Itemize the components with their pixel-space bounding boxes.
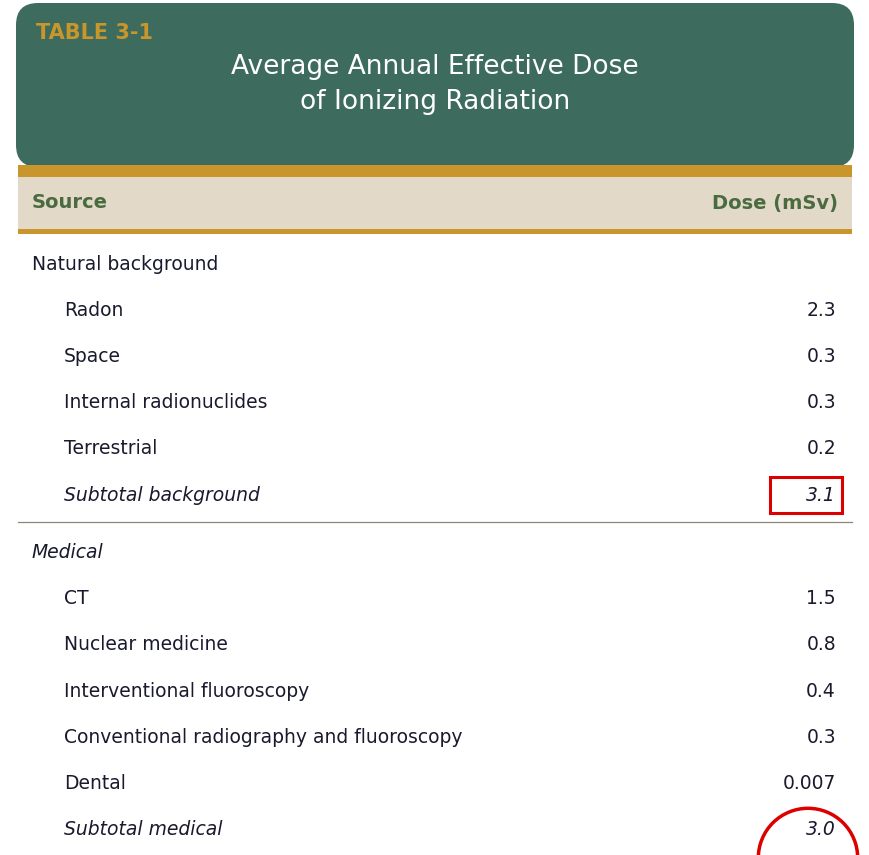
Text: Terrestrial: Terrestrial (64, 439, 157, 458)
Text: Dose (mSv): Dose (mSv) (711, 193, 837, 213)
Bar (18, 229, 851, 234)
Text: 3.1: 3.1 (806, 486, 835, 504)
Text: 1.5: 1.5 (806, 589, 835, 609)
Text: 0.8: 0.8 (806, 635, 835, 654)
Text: 3.0: 3.0 (806, 819, 835, 839)
Text: 0.4: 0.4 (806, 681, 835, 700)
Text: 0.3: 0.3 (806, 347, 835, 367)
Text: Interventional fluoroscopy: Interventional fluoroscopy (64, 681, 308, 700)
Text: Average Annual Effective Dose
of Ionizing Radiation: Average Annual Effective Dose of Ionizin… (231, 55, 638, 115)
Text: Medical: Medical (32, 544, 103, 563)
Text: Dental: Dental (64, 774, 126, 793)
FancyBboxPatch shape (16, 3, 853, 167)
Text: 0.3: 0.3 (806, 393, 835, 412)
Text: Natural background: Natural background (32, 256, 218, 274)
Text: 0.007: 0.007 (782, 774, 835, 793)
Bar (18, 165, 851, 177)
Text: Conventional radiography and fluoroscopy: Conventional radiography and fluoroscopy (64, 728, 462, 746)
Text: Nuclear medicine: Nuclear medicine (64, 635, 228, 654)
Text: Subtotal background: Subtotal background (64, 486, 260, 504)
Text: CT: CT (64, 589, 89, 609)
Text: 0.3: 0.3 (806, 728, 835, 746)
Bar (18, 177, 851, 229)
Text: Subtotal medical: Subtotal medical (64, 819, 222, 839)
Text: 0.2: 0.2 (806, 439, 835, 458)
Text: TABLE 3-1: TABLE 3-1 (36, 23, 153, 43)
Text: Internal radionuclides: Internal radionuclides (64, 393, 267, 412)
Text: 2.3: 2.3 (806, 302, 835, 321)
Text: Space: Space (64, 347, 121, 367)
Text: Radon: Radon (64, 302, 123, 321)
Text: Source: Source (32, 193, 108, 213)
